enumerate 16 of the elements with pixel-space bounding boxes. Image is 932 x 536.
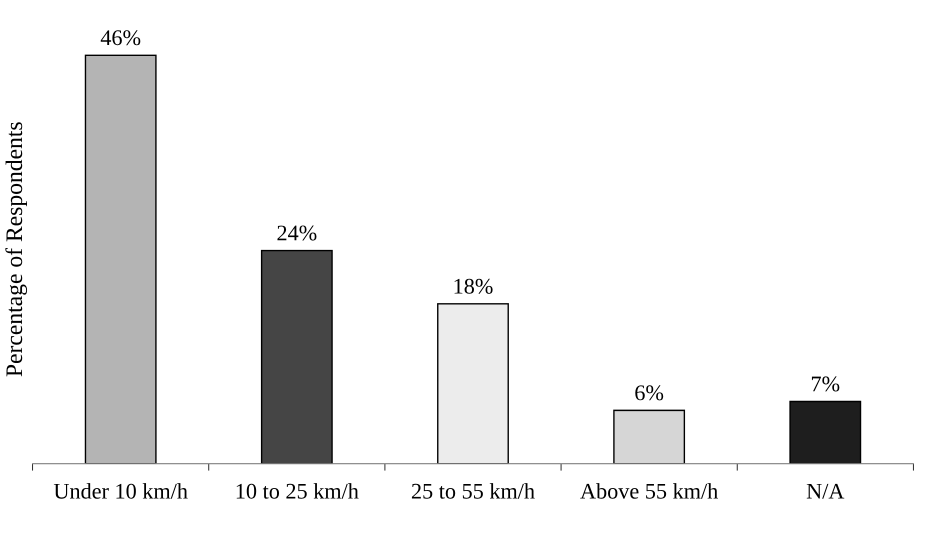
y-axis-title: Percentage of Respondents <box>5 122 28 376</box>
bar <box>789 400 862 464</box>
data-label: 18% <box>454 278 493 294</box>
data-label: 6% <box>635 385 664 400</box>
bar <box>437 303 509 464</box>
x-tick-label: Under 10 km/h <box>54 483 188 499</box>
bar <box>260 250 333 464</box>
x-tick-label: 25 to 55 km/h <box>412 483 535 499</box>
bar <box>613 410 686 464</box>
data-label: 24% <box>277 226 316 241</box>
bar <box>84 54 157 464</box>
data-label: 46% <box>100 30 140 46</box>
x-tick-label: 10 to 25 km/h <box>236 483 359 499</box>
x-tick-label: N/A <box>806 484 844 499</box>
x-tick-label: Above 55 km/h <box>580 483 718 499</box>
data-label: 7% <box>812 376 840 392</box>
